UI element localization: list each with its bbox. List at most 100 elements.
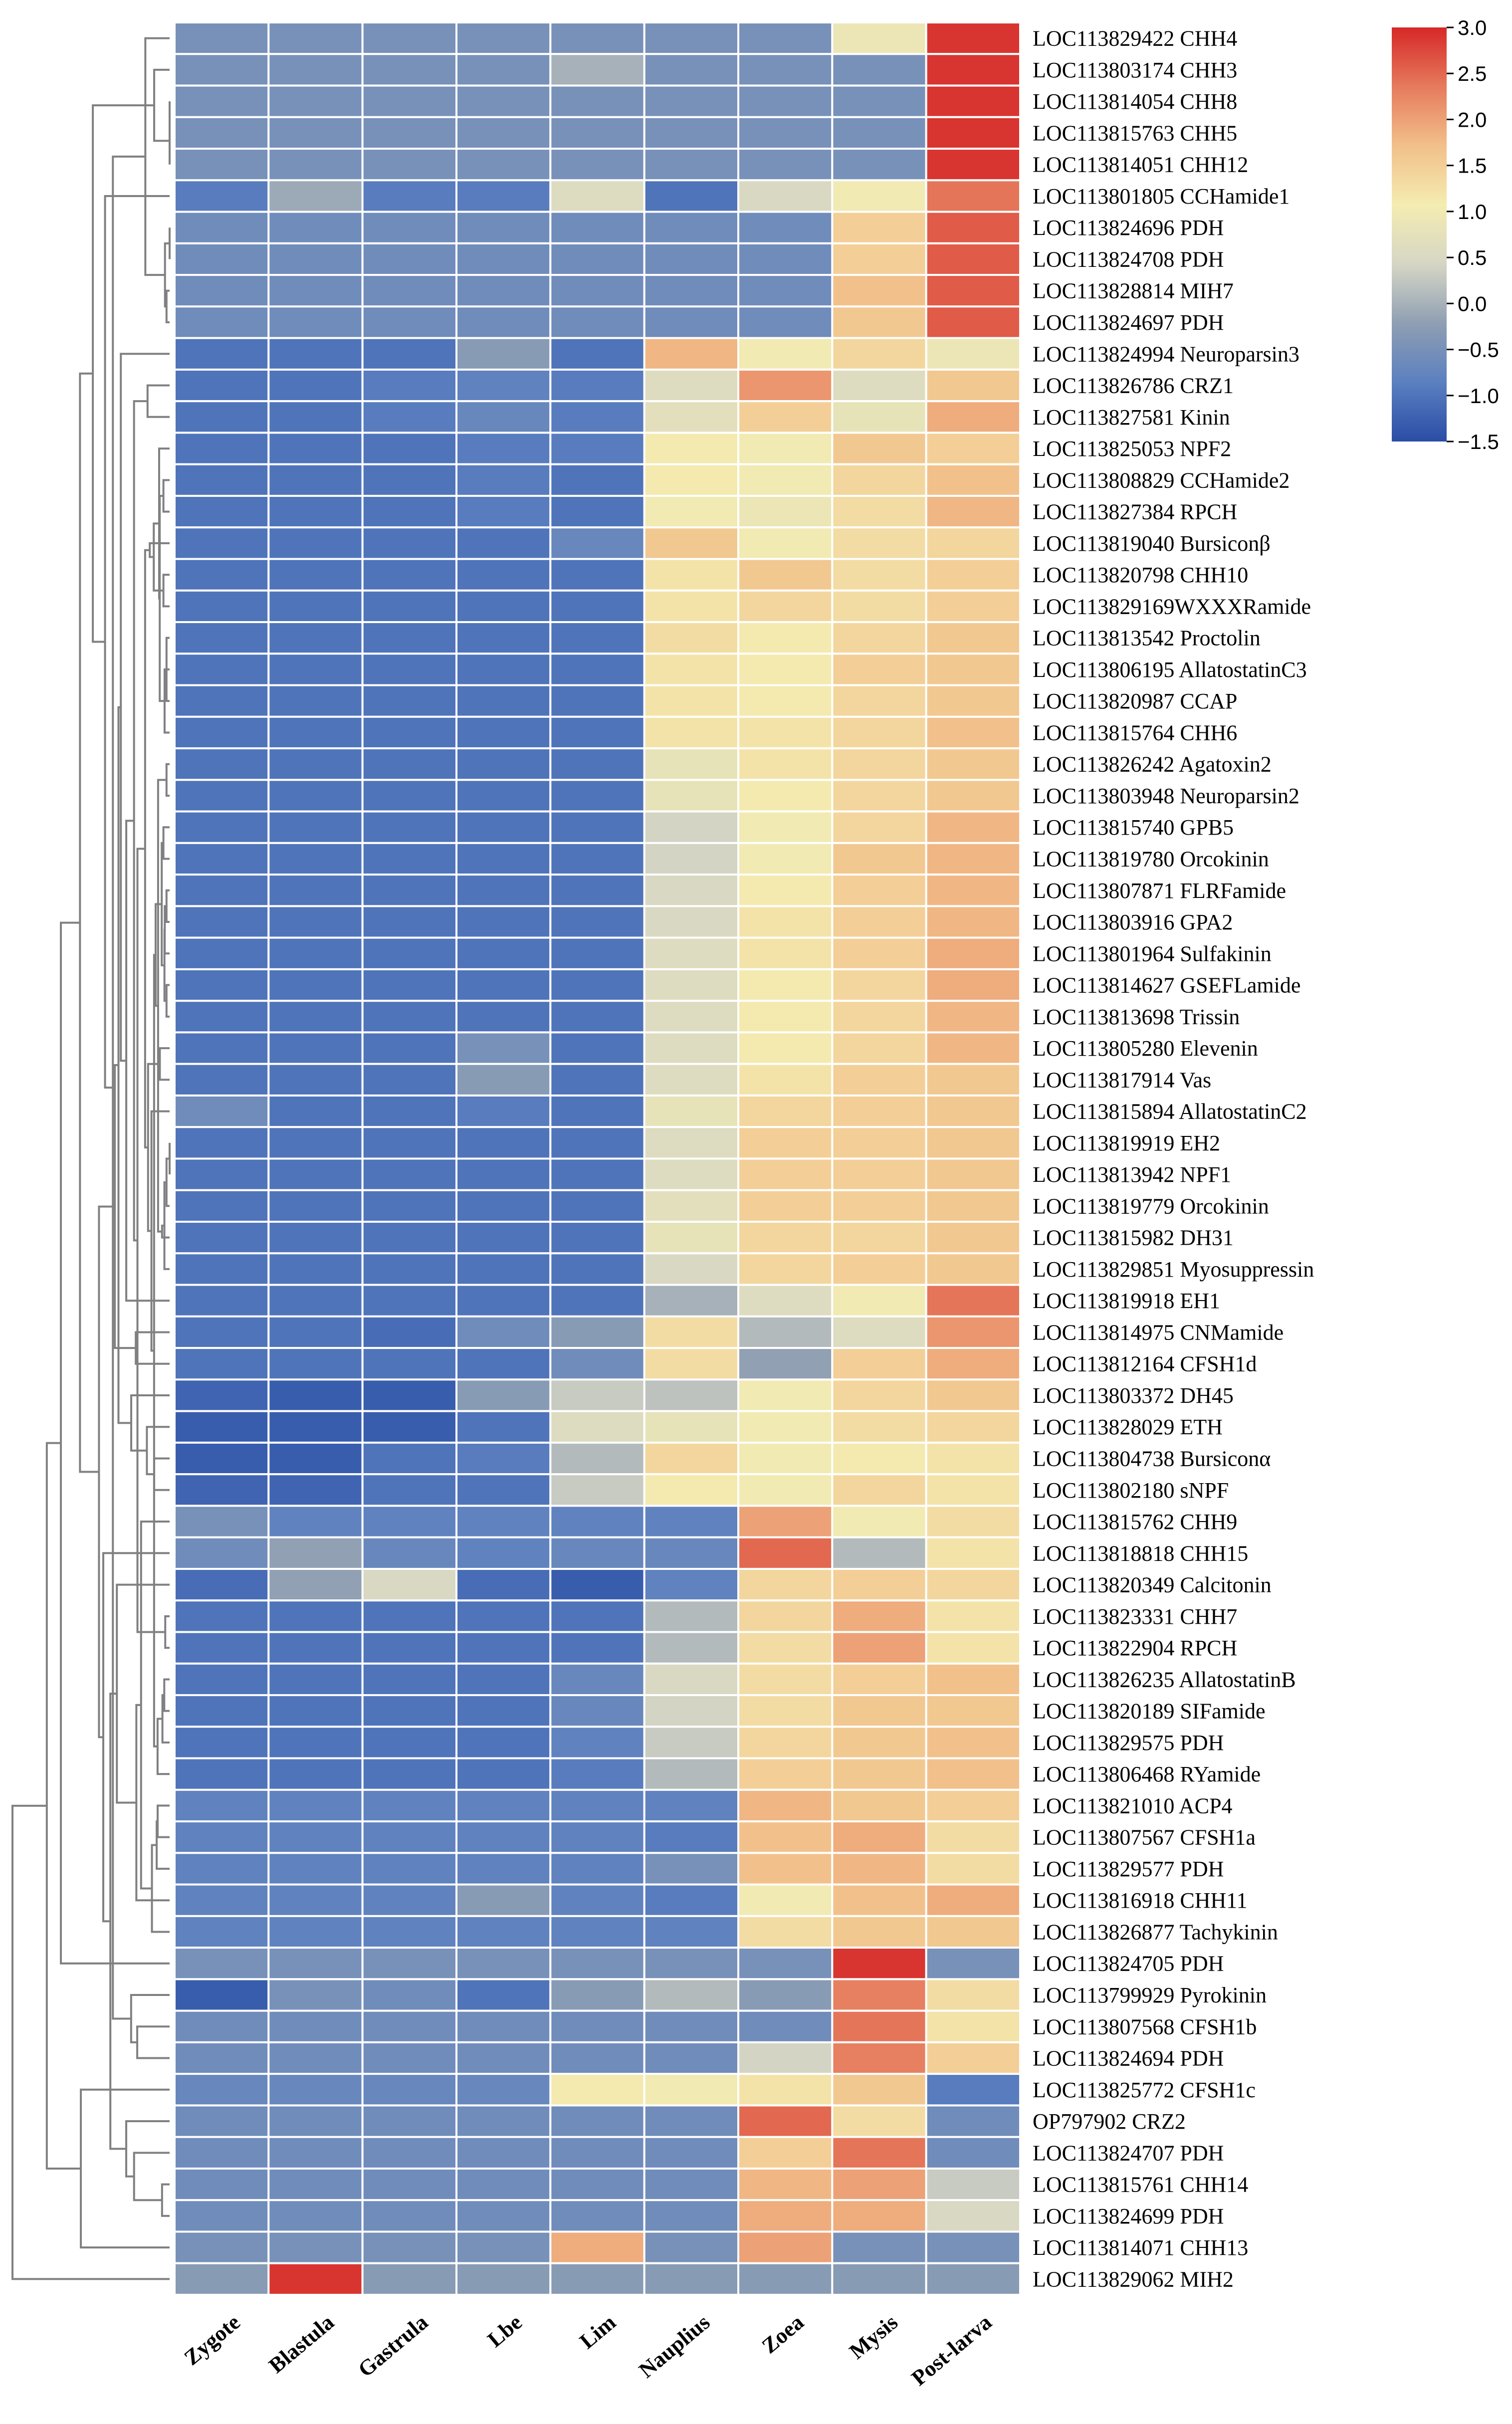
heatmap-cell	[643, 400, 739, 434]
row-label: LOC113820798 CHH10	[1033, 563, 1248, 587]
heatmap-cell	[174, 1599, 270, 1633]
heatmap-cell	[643, 905, 739, 939]
heatmap-cell	[925, 526, 1021, 560]
heatmap-cell	[455, 1757, 552, 1791]
heatmap-cell	[455, 936, 552, 970]
heatmap-cell	[549, 116, 646, 150]
heatmap-cell	[643, 242, 739, 276]
row-label: LOC113827384 RPCH	[1033, 500, 1237, 524]
heatmap-cell	[549, 2167, 646, 2202]
heatmap-cell	[455, 53, 552, 87]
heatmap-cell	[174, 874, 270, 907]
heatmap-cell	[549, 842, 646, 876]
heatmap-cells	[174, 21, 1021, 2296]
dendrogram-branch	[151, 1844, 170, 1933]
heatmap-cell	[267, 1000, 364, 1034]
heatmap-cell	[174, 558, 270, 592]
heatmap-cell	[737, 242, 834, 276]
heatmap-cell	[925, 84, 1021, 118]
heatmap-cell	[361, 1978, 458, 2012]
row-label: LOC113799929 Pyrokinin	[1033, 1983, 1267, 2007]
heatmap-cell	[549, 1694, 646, 1728]
heatmap-cell	[174, 1189, 270, 1223]
heatmap-cell	[267, 1284, 364, 1318]
heatmap-cell	[174, 1726, 270, 1760]
heatmap-cell	[549, 1347, 646, 1381]
heatmap-cell	[549, 1631, 646, 1665]
colorbar-tick-label: −1.5	[1458, 430, 1499, 453]
row-label: LOC113801964 Sulfakinin	[1033, 941, 1272, 966]
heatmap-cell	[925, 558, 1021, 592]
heatmap-cell	[737, 936, 834, 970]
heatmap-cell	[455, 116, 552, 150]
heatmap-cell	[455, 558, 552, 592]
row-label: LOC113815982 DH31	[1033, 1226, 1234, 1250]
heatmap-cell	[455, 1505, 552, 1539]
heatmap-cell	[174, 968, 270, 1002]
heatmap-cell	[643, 526, 739, 560]
heatmap-cell	[361, 1126, 458, 1160]
heatmap-cell	[737, 2136, 834, 2170]
dendrogram-branch	[146, 1426, 170, 1476]
heatmap-cell	[174, 1505, 270, 1539]
heatmap-cell	[455, 1347, 552, 1381]
heatmap-cell	[737, 2262, 834, 2296]
heatmap-cell	[925, 2230, 1021, 2264]
heatmap-cell	[925, 1347, 1021, 1381]
heatmap-cell	[455, 305, 552, 339]
heatmap-cell	[831, 558, 927, 592]
heatmap-cell	[549, 936, 646, 970]
heatmap-cell	[925, 21, 1021, 55]
heatmap-cell	[174, 2262, 270, 2296]
heatmap-cell	[737, 1947, 834, 1981]
dendrogram-branch	[149, 542, 170, 558]
heatmap-cell	[361, 1788, 458, 1823]
heatmap-cell	[267, 148, 364, 182]
heatmap-cell	[925, 211, 1021, 244]
heatmap-cell	[643, 1094, 739, 1128]
row-label: LOC113822904 RPCH	[1033, 1636, 1237, 1660]
heatmap-cell	[174, 305, 270, 339]
heatmap-cell	[455, 1567, 552, 1602]
heatmap-cell	[174, 211, 270, 244]
heatmap-cell	[361, 305, 458, 339]
heatmap-cell	[549, 400, 646, 434]
heatmap-cell	[455, 2167, 552, 2202]
heatmap-cell	[361, 810, 458, 844]
dendrogram-branch	[130, 1993, 170, 2043]
heatmap-cell	[455, 1883, 552, 1917]
row-label: LOC113826877 Tachykinin	[1033, 1920, 1278, 1944]
heatmap-cell	[361, 874, 458, 907]
heatmap-cell	[174, 1410, 270, 1444]
heatmap-cell	[361, 1347, 458, 1381]
heatmap-cell	[925, 2136, 1021, 2170]
heatmap-cell	[455, 1315, 552, 1349]
heatmap-cell	[267, 874, 364, 907]
heatmap-cell	[361, 526, 458, 560]
heatmap-cell	[549, 148, 646, 182]
heatmap-cell	[267, 1031, 364, 1065]
heatmap-cell	[361, 1252, 458, 1286]
heatmap-cell	[267, 1189, 364, 1223]
heatmap-cell	[267, 1726, 364, 1760]
heatmap-cell	[267, 779, 364, 813]
heatmap-cell	[455, 526, 552, 560]
heatmap-cell	[549, 1599, 646, 1633]
heatmap-cell	[455, 1252, 552, 1286]
heatmap-cell	[643, 1063, 739, 1097]
heatmap-cell	[361, 1536, 458, 1570]
heatmap-cell	[643, 842, 739, 876]
heatmap-cell	[831, 842, 927, 876]
heatmap-cell	[737, 179, 834, 213]
heatmap-cell	[831, 84, 927, 118]
heatmap-cell	[174, 1031, 270, 1065]
heatmap-cell	[925, 1473, 1021, 1507]
row-label: LOC113820987 CCAP	[1033, 689, 1237, 713]
heatmap-cell	[361, 2009, 458, 2043]
dendrogram-branch	[116, 1583, 170, 1804]
heatmap-cell	[267, 1315, 364, 1349]
heatmap-cell	[267, 1094, 364, 1128]
heatmap-cell	[737, 1567, 834, 1602]
heatmap-cell	[549, 589, 646, 624]
heatmap-cell	[925, 463, 1021, 497]
